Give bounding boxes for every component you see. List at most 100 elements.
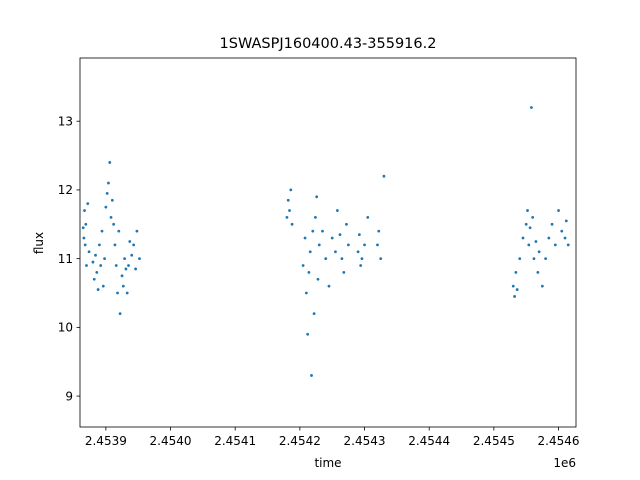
data-point <box>315 195 319 199</box>
data-point <box>104 205 108 209</box>
data-point <box>117 229 121 233</box>
data-point <box>95 270 99 274</box>
data-point <box>563 236 567 240</box>
data-point <box>531 216 535 219</box>
data-point <box>536 270 540 274</box>
data-point <box>534 240 538 243</box>
data-point <box>94 253 97 257</box>
data-point <box>121 284 125 288</box>
data-point <box>84 222 88 226</box>
data-point <box>132 243 136 247</box>
data-point <box>346 243 350 247</box>
data-point <box>529 106 533 109</box>
data-point <box>289 188 293 192</box>
data-point <box>130 253 134 257</box>
data-point <box>86 202 90 206</box>
data-point <box>518 257 522 261</box>
data-point <box>87 250 91 254</box>
x-axis-label: time <box>314 456 341 470</box>
data-point <box>379 257 383 261</box>
chart-title: 1SWASPJ160400.43-355916.2 <box>220 36 437 52</box>
data-point <box>138 257 141 261</box>
data-point <box>307 270 311 274</box>
data-point <box>82 236 86 240</box>
data-point <box>123 257 127 261</box>
data-point <box>564 219 568 223</box>
data-point <box>98 243 101 247</box>
y-axis: 9 10 11 12 13 <box>58 115 80 403</box>
data-point <box>114 264 118 267</box>
x-axis-offset-label: 1e6 <box>553 456 576 470</box>
data-point <box>537 250 541 254</box>
data-point <box>359 264 363 267</box>
data-point <box>285 216 289 219</box>
data-point <box>511 284 515 288</box>
data-point <box>107 181 110 185</box>
data-point <box>116 291 119 295</box>
x-axis: 2.4539 2.4540 2.4541 2.4542 2.4543 2.4544 2.45… <box>85 427 580 448</box>
data-point <box>376 243 379 247</box>
data-point <box>108 161 112 164</box>
data-point <box>528 226 532 230</box>
plot-area-frame <box>79 57 577 428</box>
data-point <box>338 233 342 237</box>
data-point <box>524 222 528 226</box>
x-tick-label: 2.4540 <box>150 434 192 448</box>
y-axis-label: flux <box>32 232 46 254</box>
data-point <box>128 240 132 243</box>
x-tick-label: 2.4545 <box>473 434 515 448</box>
data-point <box>356 250 360 254</box>
data-point <box>515 288 519 291</box>
data-point <box>308 250 312 254</box>
data-point <box>301 264 305 267</box>
data-point <box>109 216 113 219</box>
data-point <box>544 257 548 261</box>
data-point <box>290 222 294 226</box>
data-point <box>557 209 560 212</box>
y-tick-label: 12 <box>58 183 73 197</box>
data-point <box>560 229 564 233</box>
data-point <box>324 257 328 261</box>
scatter-points <box>81 106 570 377</box>
data-point <box>112 222 116 226</box>
data-point <box>340 257 344 261</box>
x-tick-label: 2.4546 <box>538 434 580 448</box>
data-point <box>382 174 386 178</box>
data-point <box>83 209 86 212</box>
x-tick-label: 2.4543 <box>344 434 386 448</box>
data-point <box>124 267 128 271</box>
data-point <box>286 198 290 202</box>
data-point <box>103 257 106 261</box>
data-point <box>304 291 308 295</box>
data-point <box>83 243 87 247</box>
data-point <box>521 236 525 240</box>
data-point <box>127 264 130 267</box>
data-point <box>335 209 339 212</box>
data-point <box>113 243 117 247</box>
data-point <box>85 264 88 267</box>
data-point <box>366 216 370 219</box>
data-point <box>135 229 139 233</box>
data-point <box>540 284 544 288</box>
data-point <box>105 191 109 195</box>
data-point <box>321 229 324 233</box>
data-point <box>514 270 518 274</box>
data-point <box>553 243 557 247</box>
data-point <box>303 236 307 240</box>
data-point <box>125 291 129 295</box>
data-point <box>342 270 346 274</box>
data-point <box>81 226 85 230</box>
data-point <box>118 312 122 316</box>
data-point <box>363 243 366 247</box>
x-tick-label: 2.4541 <box>214 434 256 448</box>
x-tick-label: 2.4544 <box>408 434 450 448</box>
data-point <box>313 216 317 219</box>
data-point <box>120 274 124 278</box>
data-point <box>513 295 516 298</box>
data-point <box>526 209 529 212</box>
data-point <box>327 284 331 288</box>
x-tick-label: 2.4542 <box>279 434 321 448</box>
data-point <box>547 236 551 240</box>
data-point <box>96 288 100 291</box>
